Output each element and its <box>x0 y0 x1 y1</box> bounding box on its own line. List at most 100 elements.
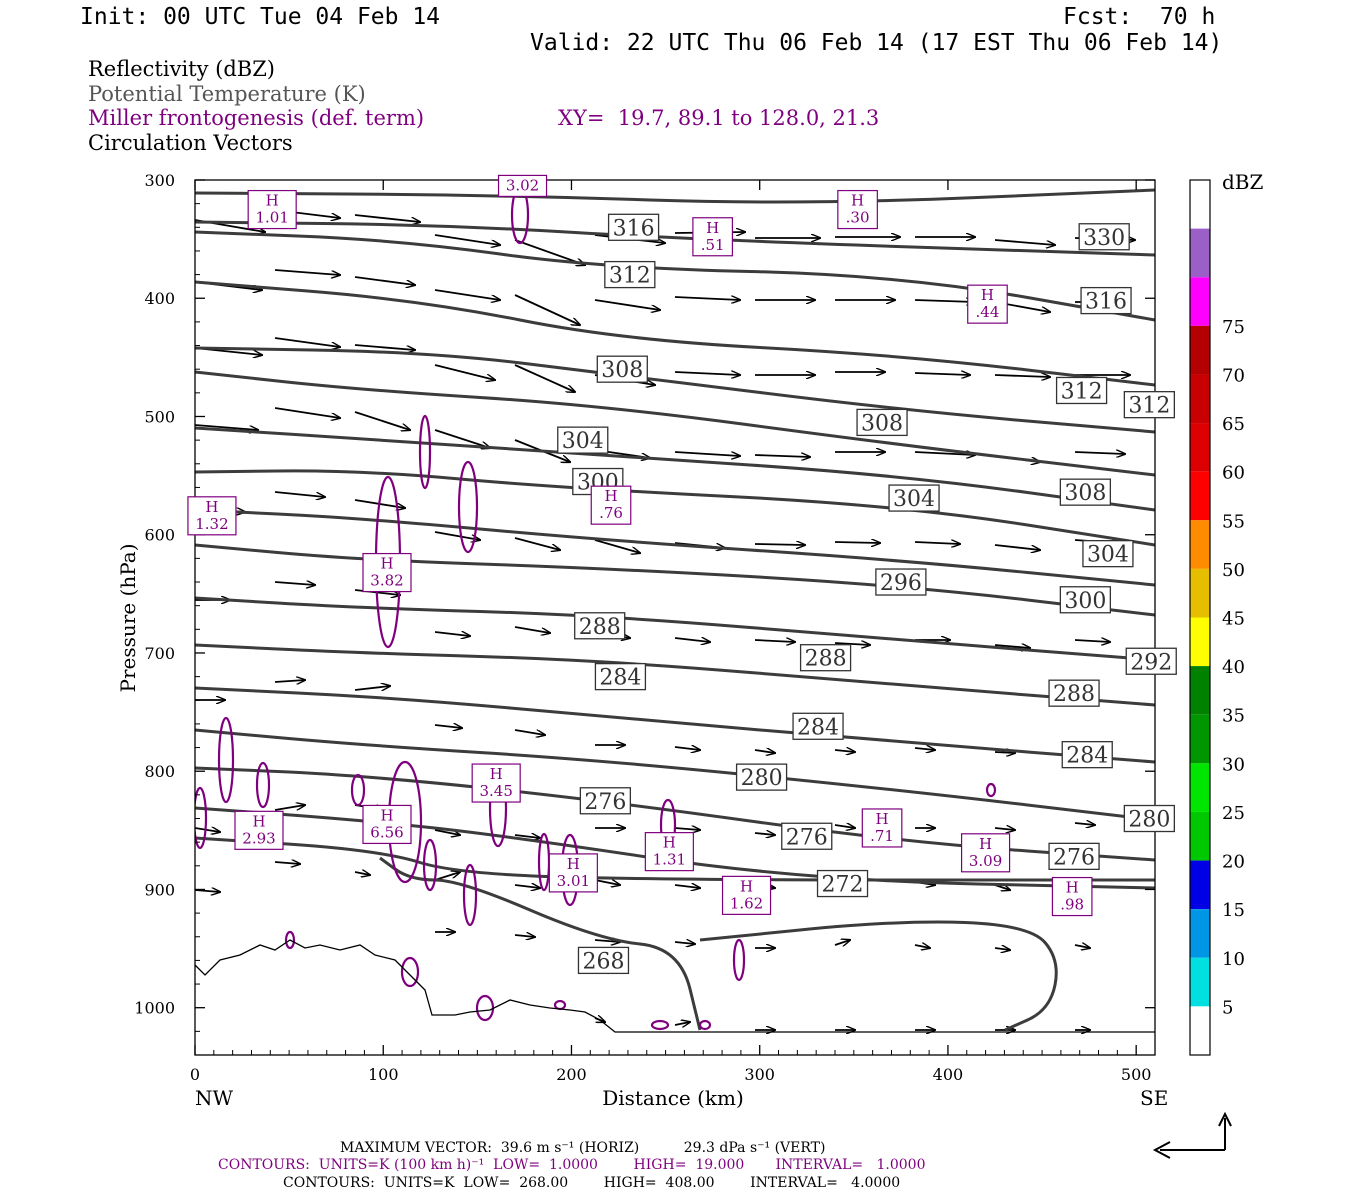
frontogenesis-contour <box>477 996 493 1020</box>
circulation-vector <box>675 942 695 944</box>
fronto-max-label: H <box>490 765 503 783</box>
x-tick-label: 500 <box>1121 1065 1152 1084</box>
max-vector-note: MAXIMUM VECTOR: 39.6 m s⁻¹ (HORIZ) 29.3 … <box>340 1140 825 1156</box>
colorbar-segment <box>1190 374 1210 423</box>
theta-label: 276 <box>584 790 626 815</box>
fronto-max-label: H <box>706 219 719 237</box>
circulation-vector <box>595 880 620 885</box>
colorbar-segment <box>1190 472 1210 521</box>
circulation-vector <box>675 1022 690 1025</box>
fronto-max-label: 3.01 <box>557 872 590 890</box>
fronto-max-label: 3.45 <box>479 782 512 800</box>
theta-contours <box>195 190 1155 1030</box>
theta-label: 280 <box>1128 808 1170 833</box>
theta-label: 304 <box>893 487 935 512</box>
colorbar-level-label: 10 <box>1222 949 1245 970</box>
theta-contour <box>195 428 1155 510</box>
colorbar-level-label: 45 <box>1222 609 1245 630</box>
theta-label: 300 <box>1064 589 1106 614</box>
theta-contour <box>195 688 1155 762</box>
circulation-vector <box>515 935 535 937</box>
frontogenesis-contour <box>464 865 476 925</box>
circulation-vector <box>915 945 930 948</box>
circulation-vector <box>195 828 220 832</box>
circulation-vector <box>995 545 1040 550</box>
contours-fronto-note: CONTOURS: UNITS=K (100 km h)⁻¹ LOW= 1.00… <box>218 1157 925 1173</box>
circulation-vector <box>435 235 500 245</box>
frontogenesis-contour <box>987 784 995 796</box>
circulation-vector <box>755 640 795 642</box>
theta-label: 276 <box>1053 845 1095 870</box>
colorbar-segment <box>1190 520 1210 569</box>
theta-contour <box>195 348 1155 432</box>
theta-label: 316 <box>1085 290 1127 315</box>
circulation-vector <box>275 270 340 275</box>
x-tick-label: 0 <box>190 1065 200 1084</box>
circulation-vector <box>1075 823 1095 825</box>
circulation-vector <box>515 885 540 888</box>
colorbar-segment <box>1190 909 1210 958</box>
fronto-max-label: H <box>567 855 580 873</box>
colorbar-segment <box>1190 569 1210 618</box>
fronto-max-label: 3.02 <box>506 176 539 194</box>
colorbar-level-label: 35 <box>1222 706 1245 727</box>
colorbar-level-label: 65 <box>1222 414 1245 435</box>
colorbar-segment <box>1190 958 1210 1007</box>
circulation-vector <box>1075 640 1110 642</box>
circulation-vector <box>835 750 855 752</box>
theta-label: 312 <box>1061 379 1103 404</box>
x-tick-label: 300 <box>744 1065 775 1084</box>
theta-label: 312 <box>609 264 651 289</box>
theta-label: 284 <box>797 715 839 740</box>
fronto-max-label: 1.62 <box>730 894 763 912</box>
frontogenesis-contour <box>352 775 364 805</box>
theta-label: 284 <box>1066 744 1108 769</box>
y-tick-label: 900 <box>144 880 175 899</box>
colorbar-segment <box>1190 180 1210 229</box>
theta-label: 316 <box>613 216 655 241</box>
theta-label: 288 <box>579 615 621 640</box>
theta-contour <box>195 190 1155 202</box>
fronto-max-label: H <box>380 555 393 573</box>
theta-label: 272 <box>822 873 864 898</box>
fronto-max-label: H <box>604 487 617 505</box>
colorbar-level-label: 30 <box>1222 754 1245 775</box>
circulation-vector <box>355 872 370 875</box>
circulation-vector <box>1075 945 1090 948</box>
fronto-max-label: H <box>851 192 864 210</box>
circulation-vector <box>675 297 740 300</box>
fronto-max-label: H <box>981 286 994 304</box>
frontogenesis-contour <box>402 958 418 986</box>
colorbar-segment <box>1190 326 1210 375</box>
circulation-vector <box>755 750 775 753</box>
circulation-vector <box>675 828 700 830</box>
theta-label: 296 <box>880 571 922 596</box>
fronto-max-label: 1.31 <box>653 851 686 869</box>
circulation-vector <box>995 948 1010 950</box>
colorbar-level-label: 70 <box>1222 365 1245 386</box>
circulation-vector <box>675 638 710 642</box>
theta-label: 288 <box>805 647 847 672</box>
colorbar-level-label: 50 <box>1222 560 1245 581</box>
fronto-max-label: 3.82 <box>370 572 403 590</box>
circulation-vector <box>275 408 340 418</box>
frontogenesis-contour <box>219 718 233 802</box>
frontogenesis-contour <box>700 1021 710 1029</box>
theta-label: 304 <box>1087 543 1129 568</box>
y-tick-label: 800 <box>144 762 175 781</box>
frontogenesis-contour <box>734 940 744 980</box>
circulation-vector <box>275 492 325 497</box>
circulation-vector <box>995 240 1055 245</box>
theta-label: 308 <box>601 358 643 383</box>
theta-label: 280 <box>741 766 783 791</box>
y-tick-label: 700 <box>144 644 175 663</box>
fronto-max-label: 2.93 <box>242 829 275 847</box>
fronto-max-label: .71 <box>870 827 894 845</box>
fronto-max-label: H <box>252 812 265 830</box>
fronto-max-label: .98 <box>1060 896 1084 914</box>
reference-vector-icon <box>1155 1114 1231 1158</box>
circulation-vector <box>275 582 315 585</box>
circulation-vector <box>595 300 660 310</box>
se-end-label: SE <box>1140 1086 1168 1110</box>
circulation-vector <box>435 632 470 636</box>
